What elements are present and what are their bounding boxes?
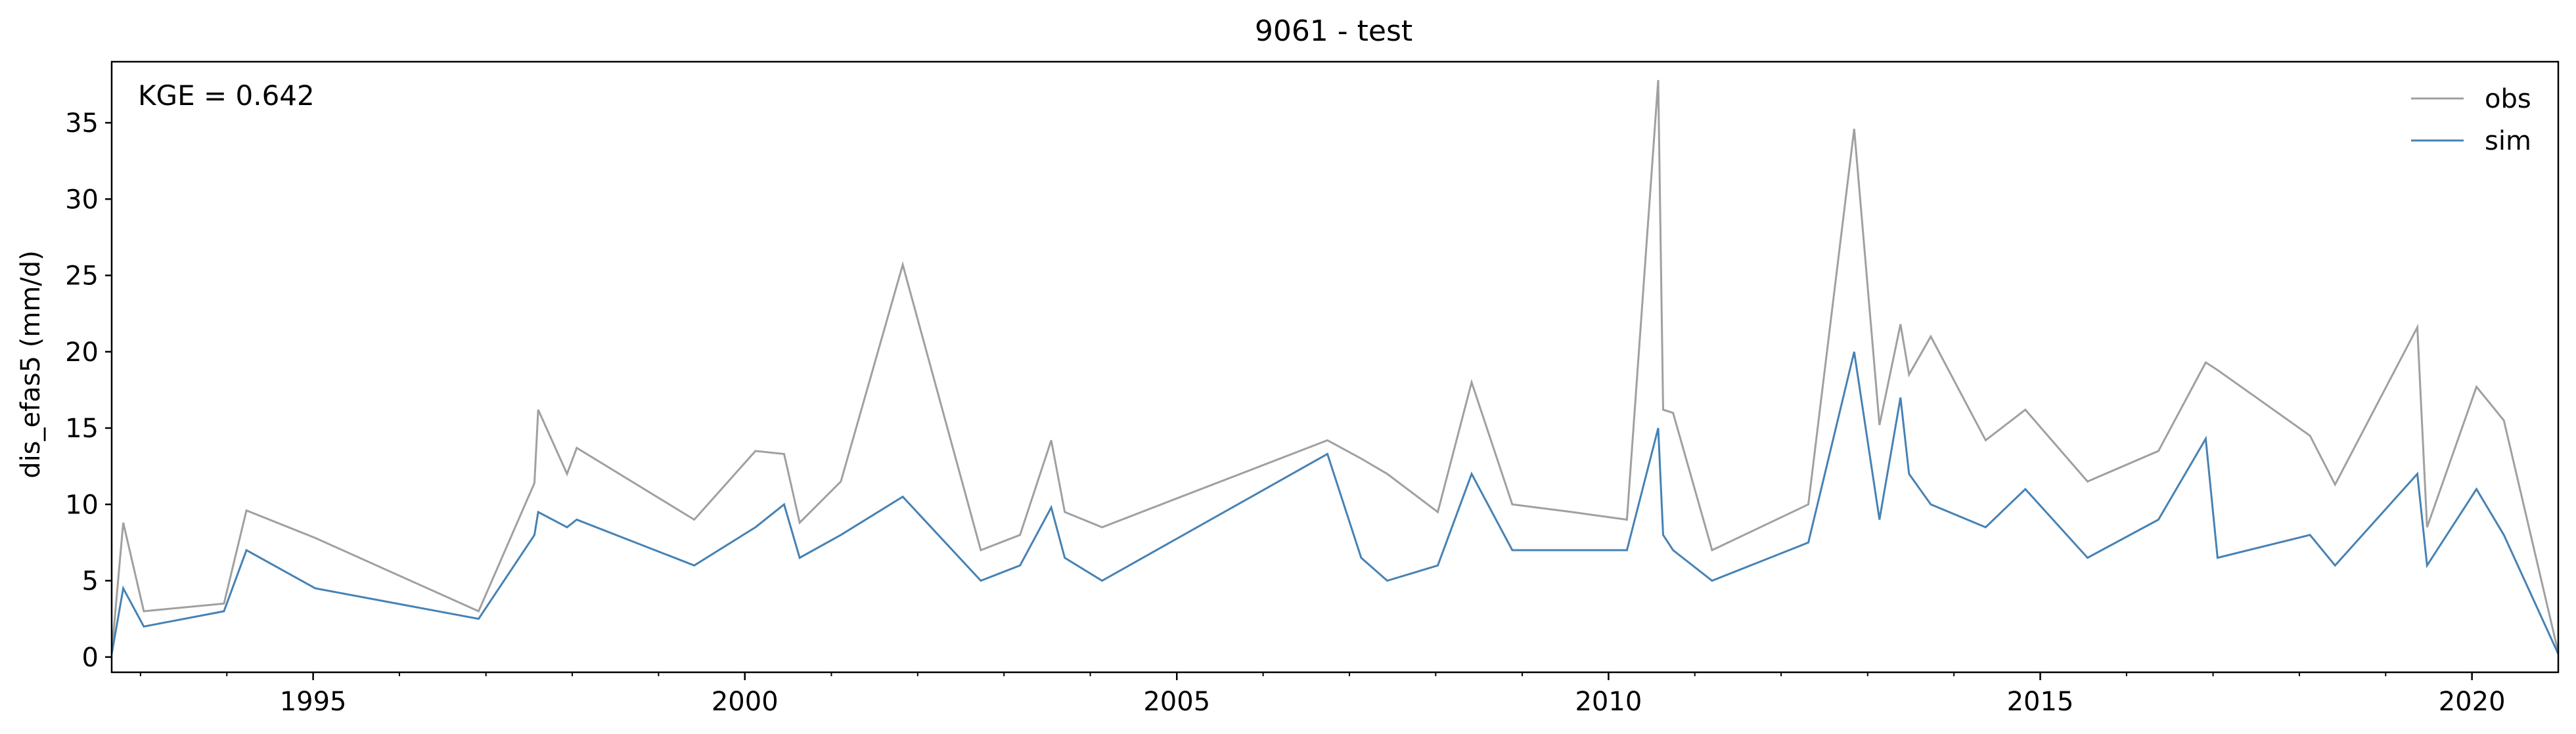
y-tick-label: 5 <box>82 567 99 597</box>
series-line-sim <box>110 351 2560 655</box>
x-tick-label: 2010 <box>1575 687 1642 717</box>
y-tick-label: 15 <box>65 414 99 444</box>
legend-label-obs: obs <box>2485 84 2531 114</box>
x-tick-label: 2015 <box>2007 687 2074 717</box>
y-tick-label: 0 <box>82 643 99 673</box>
ticks-layer: 0 5 10 15 20 25 30 35 1995 2000 2005 2010 2015 2020 <box>65 108 2505 717</box>
y-tick-label: 10 <box>65 490 99 520</box>
plot-area: 0 5 10 15 20 25 30 35 1995 2000 2005 2010 2015 2020 <box>65 60 2560 717</box>
y-tick-label: 25 <box>65 261 99 291</box>
series-layer <box>110 79 2560 655</box>
x-tick-label: 1995 <box>280 687 347 717</box>
axes-frame <box>110 60 2560 674</box>
y-tick-label: 35 <box>65 108 99 139</box>
x-tick-label: 2020 <box>2439 687 2506 717</box>
kge-annotation: KGE = 0.642 <box>138 79 315 112</box>
y-tick-label: 30 <box>65 184 99 215</box>
legend: obs sim <box>2411 84 2531 156</box>
y-tick-label: 20 <box>65 337 99 368</box>
chart-title: 9061 - test <box>1255 14 1412 48</box>
y-axis-label: dis_efas5 (mm/d) <box>16 250 46 479</box>
series-line-obs <box>110 79 2560 653</box>
x-tick-label: 2005 <box>1143 687 1210 717</box>
legend-label-sim: sim <box>2485 126 2531 156</box>
x-tick-label: 2000 <box>712 687 779 717</box>
